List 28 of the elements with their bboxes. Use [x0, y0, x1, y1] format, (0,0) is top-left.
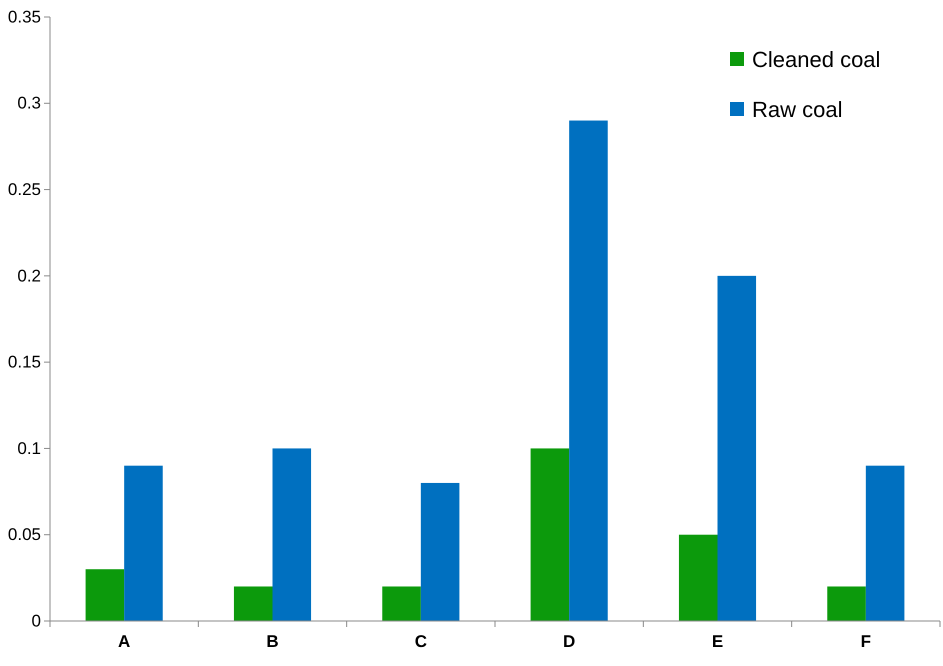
bar — [382, 586, 421, 621]
bar — [124, 466, 163, 621]
x-tick-label: B — [266, 632, 279, 652]
x-tick-label: A — [118, 632, 130, 652]
bar — [86, 569, 124, 621]
y-tick-label: 0.15 — [8, 352, 41, 372]
x-tick-label: D — [563, 632, 576, 652]
x-tick-label: E — [712, 632, 724, 652]
x-tick-label: C — [414, 632, 427, 652]
y-tick-label: 0.3 — [17, 94, 41, 113]
bar — [420, 482, 460, 621]
bar — [234, 586, 272, 621]
legend-label: Cleaned coal — [752, 47, 880, 72]
y-tick-label: 0 — [32, 611, 41, 630]
bar — [530, 448, 570, 621]
y-tick-label: 0.25 — [8, 180, 41, 200]
y-tick-label: 0.1 — [17, 438, 41, 458]
x-tick-label: F — [860, 632, 872, 652]
bar — [678, 534, 718, 621]
y-tick-label: 0.2 — [17, 266, 41, 286]
bar — [827, 586, 866, 621]
bar — [272, 448, 312, 621]
y-tick-label: 0.05 — [8, 525, 41, 544]
bar — [718, 276, 756, 621]
bar — [866, 466, 904, 621]
legend-label: Raw coal — [752, 97, 842, 122]
y-tick-label: 0.35 — [8, 7, 41, 26]
bar — [569, 120, 608, 621]
